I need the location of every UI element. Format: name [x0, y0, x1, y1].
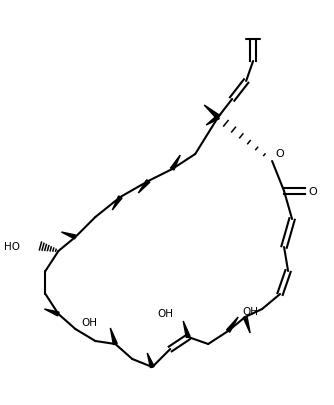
Text: OH: OH — [81, 317, 97, 327]
Text: O: O — [276, 149, 285, 159]
Polygon shape — [147, 353, 154, 368]
Polygon shape — [138, 180, 150, 194]
Text: O: O — [309, 187, 317, 196]
Polygon shape — [112, 196, 122, 211]
Polygon shape — [61, 232, 76, 239]
Text: OH: OH — [157, 308, 173, 318]
Polygon shape — [204, 106, 220, 119]
Polygon shape — [110, 328, 117, 345]
Polygon shape — [243, 317, 250, 333]
Polygon shape — [183, 321, 190, 338]
Polygon shape — [44, 309, 59, 316]
Polygon shape — [226, 317, 238, 333]
Text: HO: HO — [4, 241, 20, 252]
Polygon shape — [171, 156, 180, 171]
Polygon shape — [206, 116, 219, 126]
Text: OH: OH — [242, 306, 258, 316]
